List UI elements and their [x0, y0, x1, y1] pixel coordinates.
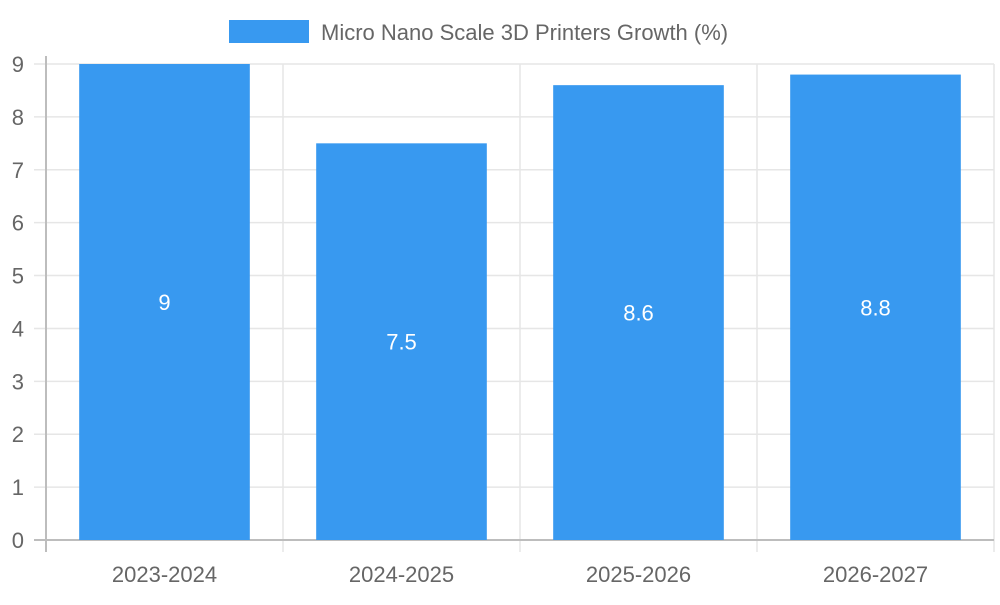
legend-label[interactable]: Micro Nano Scale 3D Printers Growth (%)	[321, 20, 728, 45]
y-tick-label: 5	[12, 264, 24, 289]
y-tick-label: 0	[12, 528, 24, 553]
bar-2025-2026[interactable]	[553, 85, 724, 541]
y-tick-label: 7	[12, 158, 24, 183]
data-label: 7.5	[386, 330, 417, 355]
bar-2024-2025[interactable]	[316, 143, 487, 541]
y-tick-label: 8	[12, 105, 24, 130]
y-tick-label: 6	[12, 211, 24, 236]
y-tick-label: 9	[12, 52, 24, 77]
data-label: 8.8	[860, 295, 891, 320]
x-tick-label: 2026-2027	[823, 562, 928, 587]
bar-2023-2024[interactable]	[79, 64, 250, 540]
legend[interactable]: Micro Nano Scale 3D Printers Growth (%)	[229, 20, 728, 45]
x-tick-label: 2025-2026	[586, 562, 691, 587]
y-tick-label: 3	[12, 369, 24, 394]
data-label: 8.6	[623, 301, 654, 326]
bar-2026-2027[interactable]	[790, 74, 961, 541]
y-tick-label: 2	[12, 422, 24, 447]
y-axis-tick-labels: 0 1 2 3 4 5 6 7 8 9	[12, 52, 24, 553]
bars	[79, 64, 961, 541]
legend-swatch[interactable]	[229, 20, 309, 43]
x-tick-label: 2023-2024	[112, 562, 217, 587]
x-tick-label: 2024-2025	[349, 562, 454, 587]
data-label: 9	[158, 290, 170, 315]
data-labels: 9 7.5 8.6 8.8	[158, 290, 890, 355]
y-tick-label: 4	[12, 316, 24, 341]
x-axis-tick-labels: 2023-2024 2024-2025 2025-2026 2026-2027	[112, 562, 928, 587]
y-tick-label: 1	[12, 475, 24, 500]
